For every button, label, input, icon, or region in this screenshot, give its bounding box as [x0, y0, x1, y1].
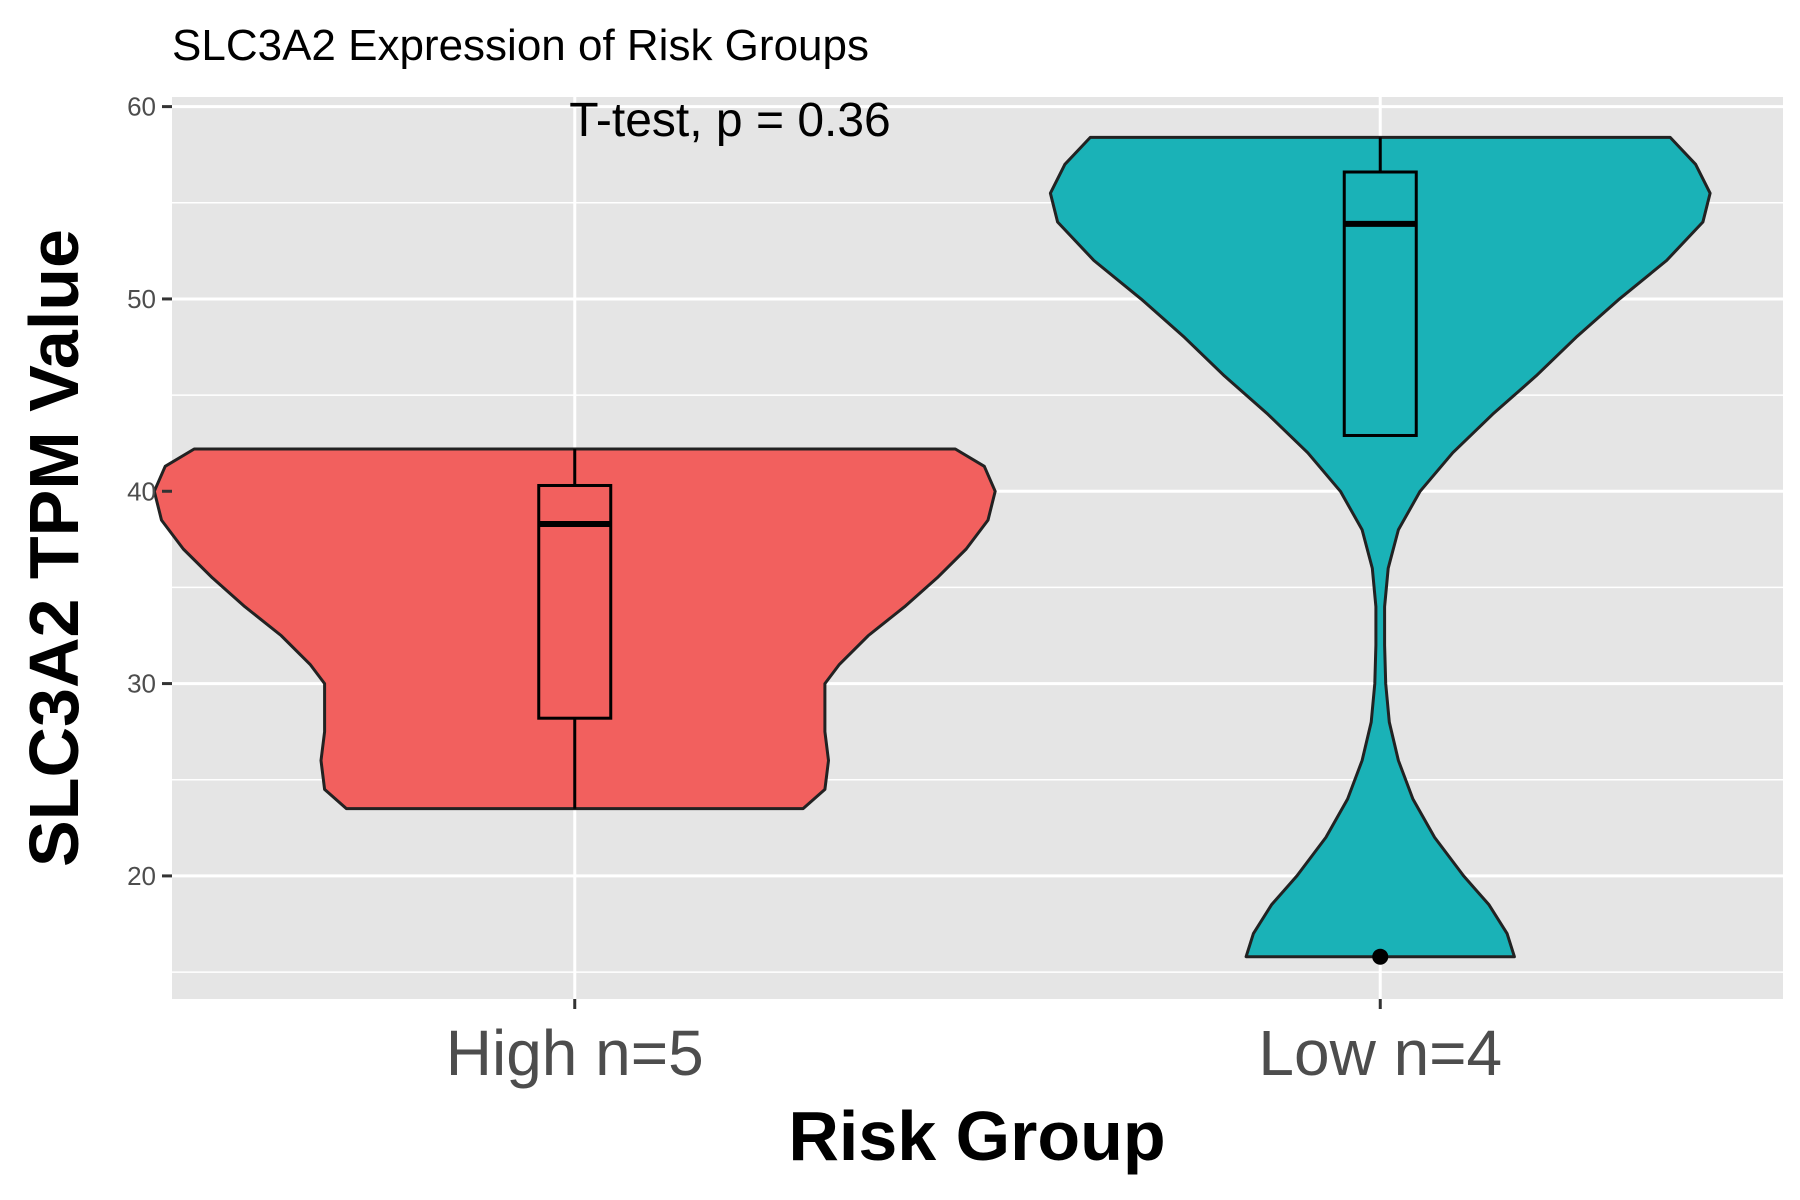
- boxplots: [537, 137, 1418, 809]
- y-tick-label: 40: [127, 476, 156, 506]
- x-axis-label: Risk Group: [788, 1097, 1165, 1175]
- y-tick-label: 60: [127, 92, 156, 122]
- y-tick-label: 50: [127, 284, 156, 314]
- y-axis-label: SLC3A2 TPM Value: [15, 229, 93, 867]
- outliers: [1372, 948, 1389, 965]
- chart-title: SLC3A2 Expression of Risk Groups: [172, 21, 869, 70]
- y-tick-label: 30: [127, 669, 156, 699]
- x-tick-label: High n=5: [446, 1017, 704, 1089]
- x-tick-label: Low n=4: [1258, 1017, 1502, 1089]
- x-axis: High n=5 Low n=4: [446, 999, 1502, 1089]
- violin-low: [1048, 135, 1712, 959]
- y-axis: 20 30 40 50 60: [127, 92, 172, 891]
- box-high: [537, 483, 613, 720]
- outlier-point-low: [1372, 948, 1389, 965]
- ttest-annotation: T-test, p = 0.36: [569, 94, 891, 147]
- box-low: [1342, 170, 1418, 437]
- y-tick-label: 20: [127, 861, 156, 891]
